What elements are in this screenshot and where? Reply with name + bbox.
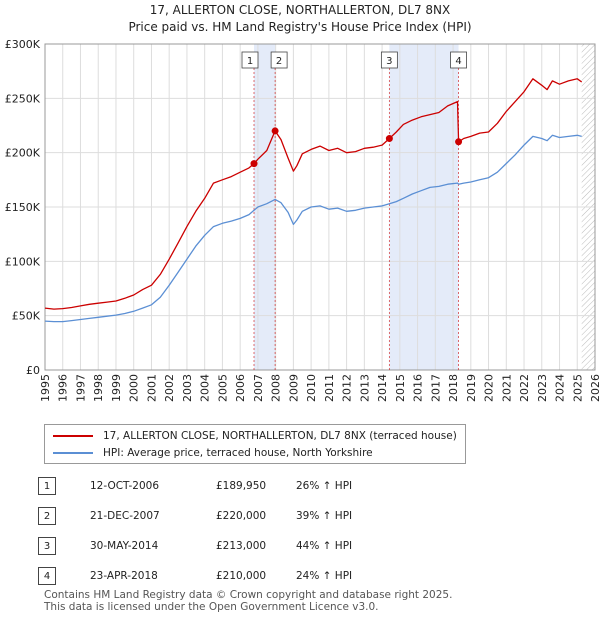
x-tick-label: 2005 — [216, 374, 229, 402]
footer-line-2: This data is licensed under the Open Gov… — [44, 601, 379, 613]
sale-point — [455, 138, 463, 146]
x-tick-label: 2002 — [163, 374, 176, 402]
sale-point — [271, 127, 279, 135]
footer-attribution: Contains HM Land Registry data © Crown c… — [44, 589, 452, 613]
sale-price: £213,000 — [216, 540, 267, 552]
x-tick-label: 2013 — [358, 374, 371, 402]
legend-label-property: 17, ALLERTON CLOSE, NORTHALLERTON, DL7 8… — [103, 430, 457, 442]
x-tick-label: 1998 — [92, 374, 105, 402]
sale-number-badge: 1 — [38, 477, 56, 495]
x-tick-label: 2026 — [589, 374, 600, 402]
sale-number-badge: 4 — [38, 567, 56, 585]
sale-point — [385, 135, 393, 143]
series-line-hpi — [44, 134, 582, 323]
sale-date: 23-APR-2018 — [90, 570, 158, 582]
y-tick-label: £300K — [5, 38, 41, 51]
sale-number-label: 4 — [455, 56, 461, 67]
x-tick-label: 2010 — [305, 374, 318, 402]
x-tick-label: 2009 — [287, 374, 300, 402]
footer-line-1: Contains HM Land Registry data © Crown c… — [44, 589, 453, 601]
sale-row: 1 12-OCT-2006 £189,950 26% ↑ HPI — [38, 477, 398, 499]
legend-swatch-hpi — [53, 452, 93, 454]
x-tick-label: 2022 — [518, 374, 531, 402]
x-tick-label: 2015 — [394, 374, 407, 402]
price-chart: 17, ALLERTON CLOSE, NORTHALLERTON, DL7 8… — [5, 3, 600, 402]
x-tick-label: 1995 — [39, 374, 52, 402]
x-tick-label: 1996 — [57, 374, 70, 402]
sale-price: £210,000 — [216, 570, 267, 582]
x-tick-label: 2025 — [571, 374, 584, 402]
x-tick-label: 2011 — [323, 374, 336, 402]
x-tick-label: 2007 — [252, 374, 265, 402]
sale-row: 3 30-MAY-2014 £213,000 44% ↑ HPI — [38, 537, 398, 559]
x-tick-label: 2003 — [181, 374, 194, 402]
x-tick-label: 2001 — [145, 374, 158, 402]
x-tick-label: 2020 — [483, 374, 496, 402]
sale-hpi-change: 39% ↑ HPI — [296, 510, 353, 522]
series-line-property — [44, 78, 583, 310]
y-tick-label: £250K — [5, 92, 41, 105]
x-tick-label: 2000 — [128, 374, 141, 402]
sale-row: 4 23-APR-2018 £210,000 24% ↑ HPI — [38, 567, 398, 589]
sale-number-label: 2 — [276, 56, 282, 67]
sale-date: 12-OCT-2006 — [90, 480, 159, 492]
legend-swatch-property — [53, 435, 93, 437]
sale-number-box — [450, 51, 467, 69]
sale-point — [250, 160, 258, 168]
legend-entry-hpi: HPI: Average price, terraced house, Nort… — [53, 445, 373, 461]
sale-number-box — [270, 51, 288, 69]
sale-hpi-change: 44% ↑ HPI — [296, 540, 353, 552]
x-tick-label: 1999 — [110, 374, 123, 402]
x-tick-label: 1997 — [74, 374, 87, 402]
x-tick-label: 2017 — [429, 374, 442, 402]
chart-title-line2: Price paid vs. HM Land Registry's House … — [128, 20, 471, 34]
y-tick-label: £200K — [5, 147, 41, 160]
legend-entry-property: 17, ALLERTON CLOSE, NORTHALLERTON, DL7 8… — [53, 428, 457, 444]
sale-row: 2 21-DEC-2007 £220,000 39% ↑ HPI — [38, 507, 398, 529]
x-tick-label: 2004 — [199, 374, 212, 402]
x-tick-label: 2023 — [536, 374, 549, 402]
x-tick-label: 2018 — [447, 374, 460, 402]
x-tick-label: 2012 — [341, 374, 354, 402]
chart-legend: 17, ALLERTON CLOSE, NORTHALLERTON, DL7 8… — [44, 424, 466, 464]
x-tick-label: 2016 — [412, 374, 425, 402]
sale-date: 21-DEC-2007 — [90, 510, 160, 522]
x-tick-label: 2024 — [554, 374, 567, 402]
sale-hpi-change: 24% ↑ HPI — [296, 570, 353, 582]
y-tick-label: £50K — [12, 310, 41, 323]
sale-date: 30-MAY-2014 — [90, 540, 159, 552]
sale-number-badge: 3 — [38, 537, 56, 555]
y-tick-label: £150K — [5, 201, 41, 214]
y-tick-label: £0 — [26, 364, 40, 377]
sale-hpi-change: 26% ↑ HPI — [296, 480, 353, 492]
sale-price: £189,950 — [216, 480, 267, 492]
x-tick-label: 2014 — [376, 374, 389, 402]
sale-number-label: 1 — [247, 56, 253, 67]
x-tick-label: 2021 — [500, 374, 513, 402]
x-tick-label: 2006 — [234, 374, 247, 402]
sale-number-box — [380, 51, 398, 69]
sale-number-box — [241, 51, 259, 69]
sale-price: £220,000 — [216, 510, 267, 522]
plot-frame — [44, 43, 596, 371]
sale-number-badge: 2 — [38, 507, 56, 525]
x-tick-label: 2008 — [270, 374, 283, 402]
y-tick-label: £100K — [5, 255, 41, 268]
sale-number-label: 3 — [386, 56, 392, 67]
chart-title-line1: 17, ALLERTON CLOSE, NORTHALLERTON, DL7 8… — [150, 3, 450, 17]
legend-label-hpi: HPI: Average price, terraced house, Nort… — [103, 447, 373, 459]
x-tick-label: 2019 — [465, 374, 478, 402]
